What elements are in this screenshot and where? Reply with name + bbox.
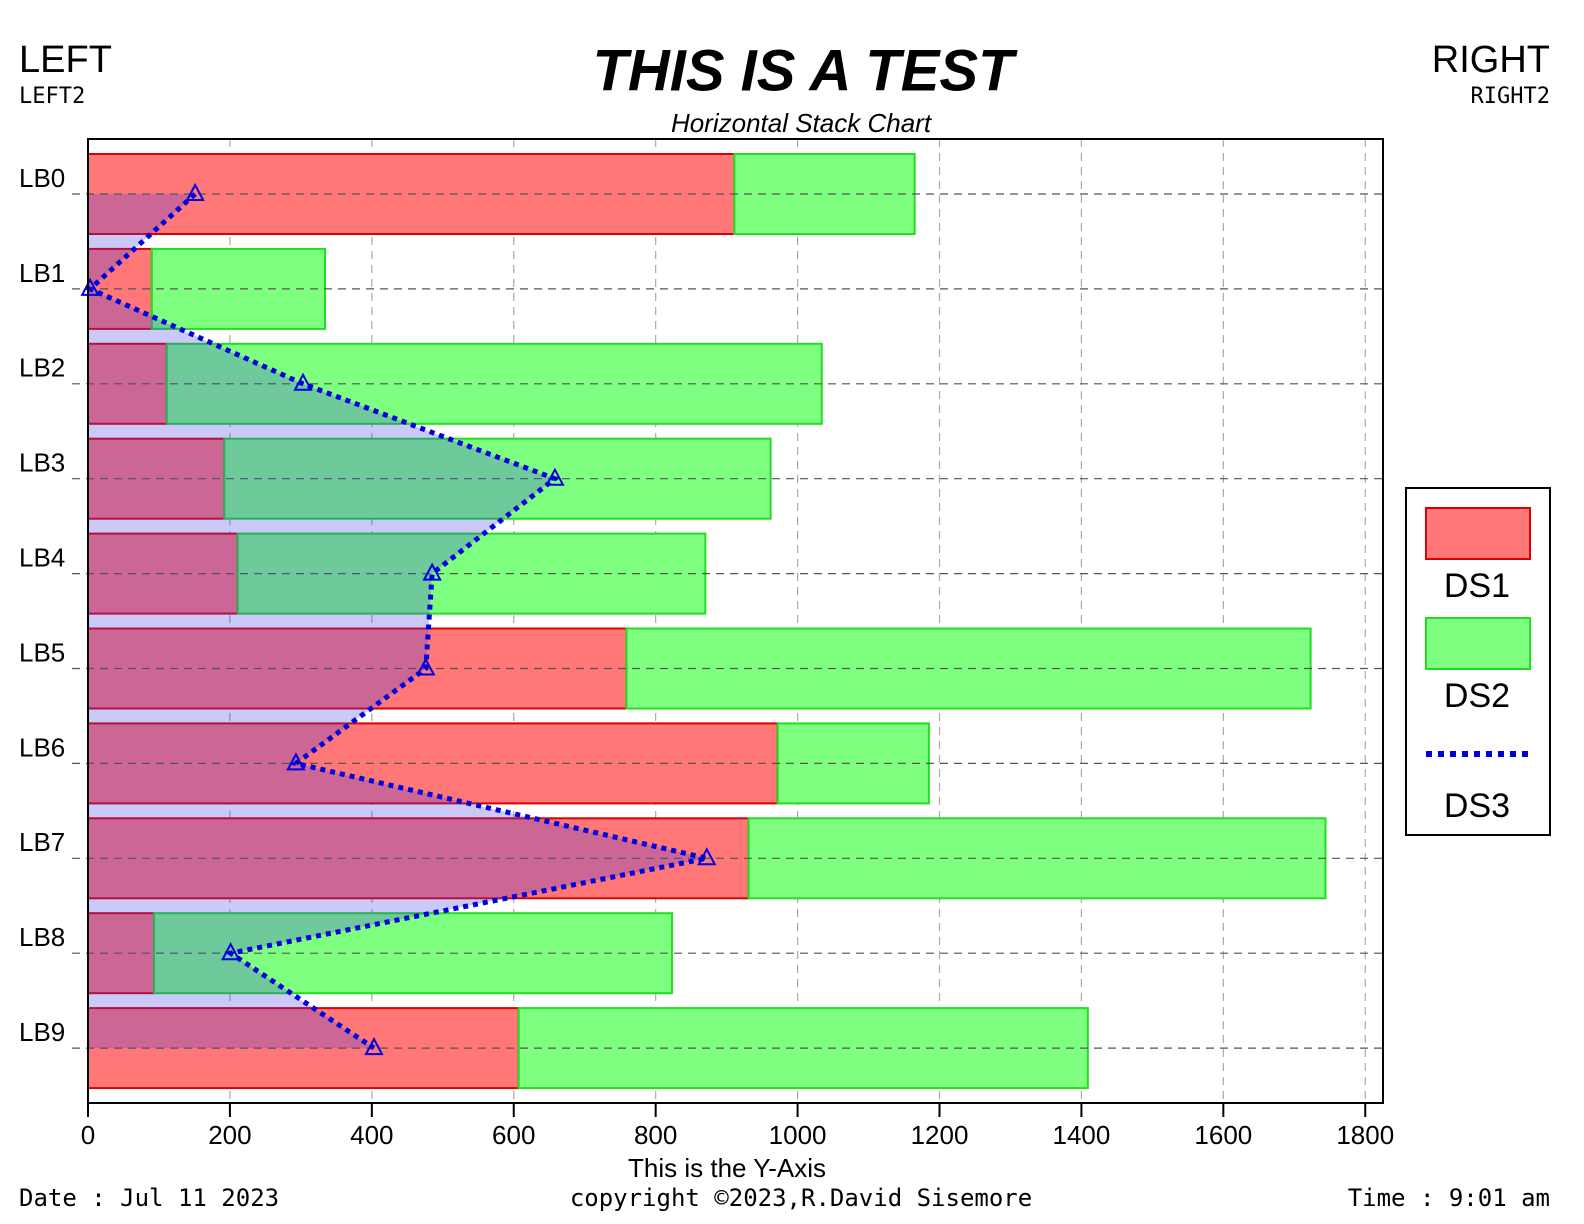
y-tick-label: LB3 [19, 448, 65, 478]
marker [416, 657, 436, 676]
legend-swatch [1425, 507, 1531, 560]
legend-label: DS2 [1444, 677, 1510, 715]
chart-title: THIS IS A TEST [592, 38, 1018, 103]
y-tick-label: LB8 [19, 922, 65, 952]
x-tick-label: 1600 [1194, 1120, 1252, 1150]
y-tick-label: LB0 [19, 163, 65, 193]
line-area [88, 194, 707, 1049]
marker [422, 562, 442, 581]
x-tick-label: 1000 [769, 1120, 827, 1150]
x-tick-label: 800 [634, 1120, 677, 1150]
right-sublabel: RIGHT2 [1471, 84, 1550, 109]
x-axis-label: This is the Y-Axis [628, 1153, 826, 1183]
y-tick-label: LB7 [19, 827, 65, 857]
x-tick-label: 1400 [1053, 1120, 1111, 1150]
marker [185, 182, 205, 201]
marker [220, 942, 241, 961]
legend-label: DS1 [1444, 567, 1510, 605]
x-tick-label: 0 [81, 1120, 95, 1150]
plot-frame [87, 138, 1384, 1104]
x-tick-label: 1200 [911, 1120, 969, 1150]
footer-copyright: copyright ©2023,R.David Sisemore [570, 1184, 1032, 1212]
footer-time: Time : 9:01 am [1348, 1184, 1550, 1212]
x-tick-label: 600 [492, 1120, 535, 1150]
marker [697, 847, 717, 866]
marker [364, 1036, 384, 1056]
y-tick-label: LB2 [19, 353, 65, 383]
y-tick-label: LB6 [19, 732, 65, 762]
y-tick-label: LB5 [19, 637, 65, 667]
y-tick-label: LB1 [19, 258, 65, 288]
marker [545, 467, 565, 486]
y-tick-label: LB4 [19, 542, 65, 572]
chart-subtitle: Horizontal Stack Chart [671, 108, 933, 138]
legend-label: DS3 [1444, 787, 1510, 825]
footer-date: Date : Jul 11 2023 [19, 1184, 279, 1212]
legend-swatch [1425, 617, 1531, 670]
left-label: LEFT [19, 39, 112, 81]
right-label: RIGHT [1432, 39, 1550, 81]
marker [80, 277, 100, 296]
marker [293, 372, 313, 391]
x-tick-label: 1800 [1336, 1120, 1394, 1150]
x-tick-label: 400 [350, 1120, 393, 1150]
left-sublabel: LEFT2 [19, 84, 85, 109]
y-tick-label: LB9 [19, 1017, 65, 1047]
marker [286, 752, 306, 771]
x-tick-label: 200 [208, 1120, 251, 1150]
